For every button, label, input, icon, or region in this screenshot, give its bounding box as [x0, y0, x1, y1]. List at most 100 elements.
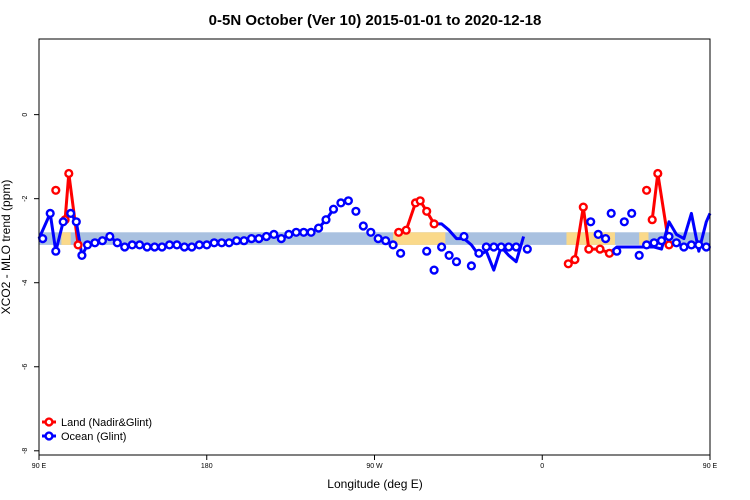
data-point-ocean	[679, 242, 689, 252]
data-point-ocean	[351, 206, 361, 216]
data-point-ocean	[58, 217, 68, 227]
data-point-ocean	[388, 240, 398, 250]
series-line-ocean	[608, 211, 712, 255]
data-point-ocean	[232, 236, 242, 246]
data-point-ocean	[120, 242, 130, 252]
legend-swatch-marker	[44, 431, 54, 441]
data-point-ocean	[82, 240, 93, 250]
data-point-land	[415, 196, 425, 206]
data-point-ocean	[142, 242, 152, 252]
data-point-ocean	[686, 240, 697, 250]
data-point-ocean	[239, 236, 249, 246]
data-point-ocean	[202, 240, 212, 250]
y-axis-label: XCO2 - MLO trend (ppm)	[0, 180, 13, 315]
x-tick-label: 90 E	[703, 463, 718, 470]
data-point-land	[578, 202, 588, 212]
x-tick-label: 90 W	[366, 463, 383, 470]
data-point-ocean	[701, 242, 711, 252]
data-point-ocean	[396, 248, 406, 258]
data-point-land	[664, 240, 674, 250]
data-point-land	[394, 227, 404, 237]
data-point-land	[604, 248, 615, 258]
data-point-ocean	[358, 221, 368, 231]
y-tick-label: -6	[22, 364, 29, 370]
data-point-land	[595, 244, 605, 254]
data-point-ocean	[71, 217, 81, 227]
y-axis: -8 -6 -4 -2 0	[22, 113, 39, 454]
data-point-ocean	[593, 229, 603, 240]
data-point-ocean	[97, 236, 108, 246]
data-point-ocean	[105, 231, 115, 242]
data-point-ocean	[671, 238, 682, 248]
data-point-ocean	[291, 227, 301, 237]
data-point-ocean	[112, 238, 122, 248]
data-point-ocean	[451, 257, 462, 267]
data-point-ocean	[306, 227, 316, 237]
data-point-ocean	[612, 246, 622, 256]
chart-title: 0-5N October (Ver 10) 2015-01-01 to 2020…	[209, 12, 542, 29]
data-point-ocean	[429, 265, 439, 275]
data-point-ocean	[381, 236, 391, 246]
data-point-land	[73, 240, 83, 250]
data-point-ocean	[164, 240, 175, 250]
data-point-ocean	[606, 208, 616, 219]
data-point-ocean	[343, 196, 354, 206]
data-point-ocean	[481, 242, 491, 252]
data-point-ocean	[172, 240, 182, 250]
data-point-ocean	[179, 242, 190, 252]
data-point-ocean	[366, 227, 376, 237]
legend: Land (Nadir&Glint) Ocean (Glint)	[42, 417, 152, 443]
data-point-ocean	[38, 234, 48, 244]
x-tick-label: 180	[201, 463, 213, 470]
data-point-ocean	[474, 248, 484, 258]
data-point-ocean	[246, 234, 257, 244]
data-point-ocean	[656, 236, 667, 246]
data-point-ocean	[217, 238, 227, 248]
data-point-ocean	[489, 242, 499, 252]
data-point-ocean	[664, 231, 674, 242]
data-point-ocean	[299, 227, 309, 237]
data-point-ocean	[284, 229, 294, 240]
data-point-land	[584, 244, 594, 254]
data-point-ocean	[66, 208, 76, 219]
data-point-land	[653, 168, 663, 179]
data-point-ocean	[466, 261, 477, 271]
data-point-ocean	[336, 198, 346, 208]
data-point-ocean	[187, 242, 197, 252]
data-point-ocean	[634, 250, 644, 261]
data-point-ocean	[496, 242, 506, 252]
data-point-ocean	[694, 240, 704, 250]
series-points-layer	[38, 168, 711, 275]
data-point-land	[647, 215, 657, 225]
data-point-ocean	[157, 242, 167, 252]
data-point-ocean	[437, 242, 447, 252]
data-point-ocean	[276, 234, 286, 244]
data-point-ocean	[641, 240, 652, 250]
data-point-ocean	[150, 242, 160, 252]
land-band	[393, 232, 446, 245]
legend-label: Ocean (Glint)	[61, 431, 126, 443]
data-point-ocean	[269, 229, 279, 240]
data-point-ocean	[321, 215, 331, 225]
data-point-land	[563, 259, 573, 269]
legend-label: Land (Nadir&Glint)	[61, 417, 152, 429]
data-point-ocean	[77, 250, 87, 261]
data-point-ocean	[135, 240, 145, 250]
data-point-land	[64, 168, 74, 179]
data-point-ocean	[459, 231, 469, 242]
y-tick-label: 0	[22, 113, 29, 117]
data-point-ocean	[422, 246, 432, 256]
legend-swatch-marker	[44, 417, 54, 427]
data-point-ocean	[45, 208, 55, 219]
data-point-ocean	[51, 246, 61, 256]
data-point-ocean	[209, 238, 219, 248]
data-point-ocean	[511, 242, 521, 252]
data-point-ocean	[627, 208, 637, 219]
data-point-ocean	[224, 238, 234, 248]
data-point-land	[641, 185, 652, 195]
data-point-ocean	[328, 204, 339, 214]
data-point-ocean	[586, 217, 596, 227]
x-axis: 90 E 180 90 W 0 90 E	[32, 455, 718, 470]
data-point-land	[51, 185, 61, 195]
